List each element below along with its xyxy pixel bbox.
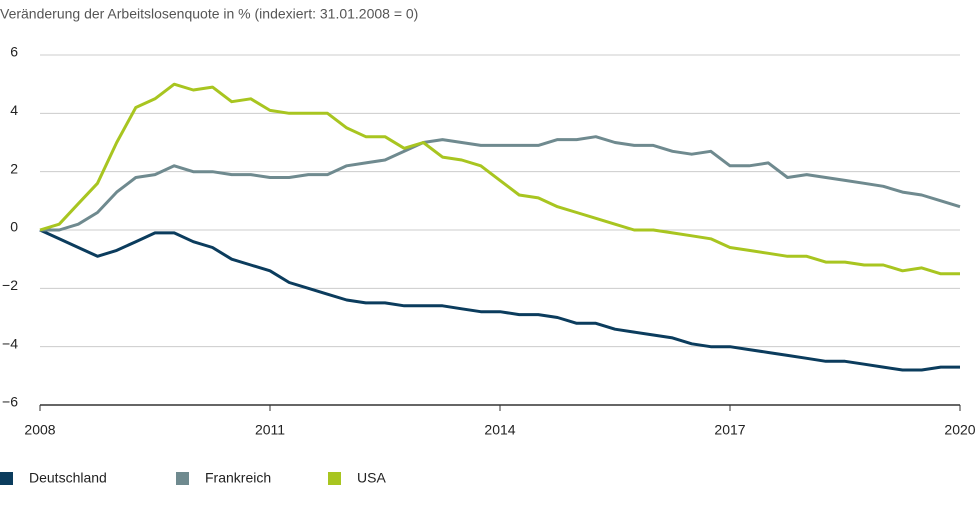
legend-swatch <box>0 472 13 485</box>
series-line <box>39 82 960 276</box>
x-tick-label: 2014 <box>484 422 515 438</box>
y-tick-label: −4 <box>2 335 18 351</box>
series-line <box>40 135 961 232</box>
y-tick-label: 6 <box>10 44 18 60</box>
y-tick-label: 0 <box>10 219 18 235</box>
legend-swatch <box>328 472 341 485</box>
x-tick-label: 2008 <box>24 422 55 438</box>
y-tick-label: −2 <box>2 277 18 293</box>
legend-label: Deutschland <box>29 470 107 486</box>
x-tick-label: 2011 <box>255 422 285 438</box>
chart-title: Veränderung der Arbeitslosenquote in % (… <box>0 6 418 22</box>
x-tick-label: 2020 <box>944 422 975 438</box>
x-tick-label: 2017 <box>714 422 745 438</box>
legend-swatch <box>176 472 189 485</box>
y-tick-label: 4 <box>10 102 18 118</box>
y-tick-label: 2 <box>10 160 18 176</box>
y-tick-label: −6 <box>2 394 18 410</box>
legend-label: USA <box>357 470 386 486</box>
series-line <box>39 228 960 372</box>
legend-label: Frankreich <box>205 470 271 486</box>
